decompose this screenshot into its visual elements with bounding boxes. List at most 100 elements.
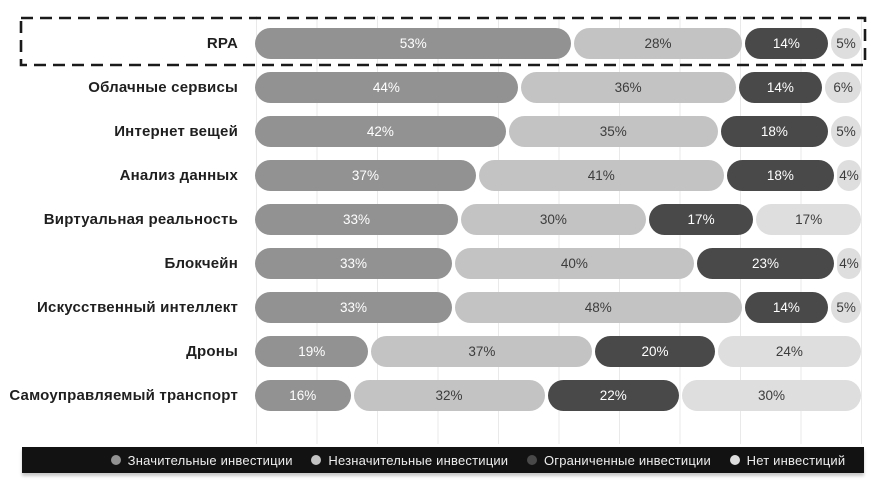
bar-track: 16% 32% 22% 30% (255, 379, 861, 411)
bar-segment: 4% (837, 247, 861, 279)
bar-segment: 17% (756, 203, 861, 235)
bar-segment: 48% (455, 291, 742, 323)
bar-segment: 30% (681, 379, 861, 411)
bar-value-label: 14% (772, 299, 800, 315)
bar-value-label: 30% (757, 387, 785, 403)
category-label: RPA (206, 34, 238, 52)
bar-segment: 42% (255, 115, 506, 147)
category-label: Облачные сервисы (88, 78, 238, 96)
legend-label: Незначительные инвестиции (328, 452, 509, 468)
bar-segment: 5% (831, 291, 861, 323)
bar-value-label: 41% (587, 167, 615, 183)
legend-dot-icon (526, 455, 537, 465)
bar-segment: 41% (478, 159, 724, 191)
bar-segment: 19% (255, 335, 369, 367)
bar-segment: 44% (255, 71, 518, 103)
bar-segment: 40% (455, 247, 694, 279)
bar-value-label: 33% (339, 299, 368, 315)
category-label: Дроны (186, 342, 238, 360)
bar-segment: 35% (508, 115, 718, 147)
bar-value-label: 18% (766, 167, 794, 183)
legend-dot-icon (311, 455, 322, 465)
bar-track: 33% 30% 17% 17% (255, 203, 861, 235)
chart-row: Интернет вещей 42% 35% 18% 5% (0, 109, 883, 153)
bar-segment: 6% (825, 71, 861, 103)
legend-label: Значительные инвестиции (127, 452, 293, 468)
bar-value-label: 30% (539, 211, 567, 227)
legend-item: Ограниченные инвестиции (526, 452, 711, 468)
bar-segment: 28% (574, 27, 742, 59)
bar-value-label: 4% (839, 167, 859, 183)
bar-value-label: 16% (289, 387, 317, 403)
bar-segment: 37% (255, 159, 476, 191)
bar-segment: 4% (837, 159, 861, 191)
category-label: Анализ данных (119, 166, 238, 184)
bar-value-label: 35% (599, 123, 627, 139)
category-label: Самоуправляемый транспорт (9, 386, 238, 404)
legend-dot-icon (110, 455, 121, 465)
legend-bar: Значительные инвестиции Незначительные ин… (22, 447, 864, 473)
bar-segment: 18% (720, 115, 829, 147)
bar-value-label: 23% (751, 255, 779, 271)
category-label: Интернет вещей (114, 122, 238, 140)
bar-value-label: 19% (298, 343, 326, 359)
legend-item: Незначительные инвестиции (311, 453, 508, 468)
bar-segment: 16% (255, 379, 351, 411)
bar-segment: 53% (255, 27, 572, 59)
bar-value-label: 40% (560, 255, 588, 271)
bar-value-label: 18% (760, 123, 788, 139)
chart-row: Облачные сервисы 44% 36% 14% 6% (0, 65, 883, 109)
bar-track: 53% 28% 14% 5% (255, 27, 861, 59)
bar-value-label: 6% (833, 79, 853, 95)
chart-row: Анализ данных 37% 41% 18% 4% (0, 153, 883, 197)
category-label: Искусственный интеллект (37, 298, 238, 316)
bar-value-label: 53% (399, 35, 427, 51)
bar-track: 37% 41% 18% 4% (255, 159, 861, 191)
bar-segment: 22% (547, 379, 679, 411)
bar-value-label: 33% (343, 211, 371, 227)
bar-value-label: 44% (372, 79, 400, 95)
bar-segment: 5% (831, 115, 861, 147)
bar-value-label: 37% (351, 167, 379, 183)
bar-segment: 37% (371, 335, 593, 367)
bar-value-label: 20% (641, 343, 669, 359)
bar-value-label: 37% (468, 343, 496, 359)
bar-segment: 33% (255, 203, 459, 235)
legend-label: Ограниченные инвестиции (543, 452, 711, 468)
bar-value-label: 17% (795, 211, 823, 227)
bar-track: 33% 40% 23% 4% (255, 247, 861, 279)
legend-label: Нет инвестиций (746, 452, 846, 468)
bar-segment: 24% (717, 335, 862, 367)
bar-value-label: 22% (599, 387, 627, 403)
bar-value-label: 5% (836, 299, 856, 315)
chart-row: Самоуправляемый транспорт 16% 32% 22% 30% (0, 373, 883, 417)
bar-segment: 14% (738, 71, 823, 103)
bar-value-label: 42% (366, 123, 394, 139)
bar-segment: 33% (255, 291, 453, 323)
bar-value-label: 32% (435, 387, 463, 403)
bar-segment: 20% (595, 335, 715, 367)
bar-value-label: 4% (839, 255, 859, 271)
bar-track: 44% 36% 14% 6% (255, 71, 861, 103)
chart-row: Искусственный интеллект 33% 48% 14% 5% (0, 285, 883, 329)
bar-segment: 33% (255, 247, 453, 279)
bar-segment: 17% (648, 203, 754, 235)
legend-dot-icon (729, 455, 740, 465)
bar-value-label: 24% (775, 343, 803, 359)
chart-rows: RPA 53% 28% 14% 5% Облачные сервисы 44% 36% 14% 6… (0, 21, 883, 417)
bar-track: 42% 35% 18% 5% (255, 115, 861, 147)
bar-segment: 23% (696, 247, 835, 279)
chart-row: Блокчейн 33% 40% 23% 4% (0, 241, 883, 285)
bar-value-label: 5% (836, 123, 856, 139)
legend-item: Нет инвестиций (729, 452, 846, 468)
bar-segment: 36% (520, 71, 736, 103)
bar-track: 19% 37% 20% 24% (255, 335, 862, 367)
bar-segment: 14% (744, 27, 829, 59)
chart-row: Дроны 19% 37% 20% 24% (0, 329, 883, 373)
bar-segment: 14% (744, 291, 829, 323)
bar-track: 33% 48% 14% 5% (255, 291, 861, 323)
bar-value-label: 36% (614, 79, 642, 95)
bar-value-label: 14% (772, 35, 800, 51)
bar-segment: 32% (353, 379, 545, 411)
bar-value-label: 5% (836, 35, 856, 51)
